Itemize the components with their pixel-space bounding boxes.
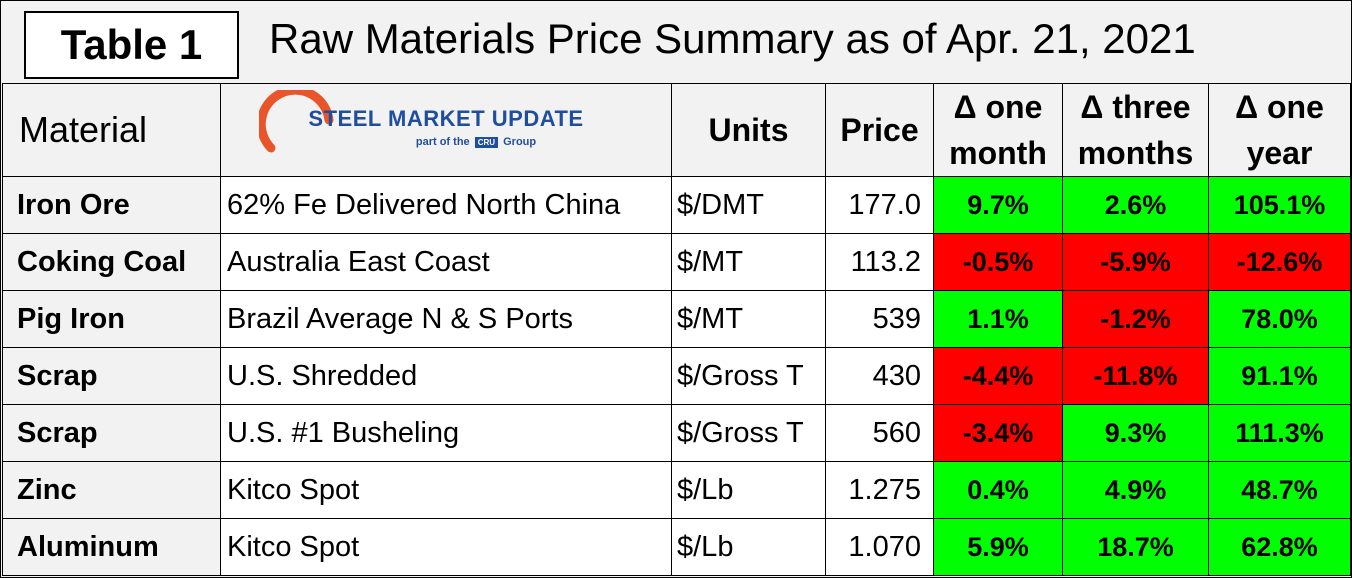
change-three-months-cell: -5.9% [1062,233,1209,291]
change-one-year-cell: 91.1% [1208,347,1351,405]
table-row: Pig Iron Brazil Average N & S Ports $/MT… [2,290,1351,348]
change-one-month-cell: 9.7% [933,176,1063,234]
logo-sub-suffix: Group [503,136,537,148]
units-cell: $/Lb [671,518,826,576]
page-title: Raw Materials Price Summary as of Apr. 2… [269,15,1196,62]
description-cell: Kitco Spot [220,518,672,576]
change-one-year-cell: 78.0% [1208,290,1351,348]
description-cell: U.S. Shredded [220,347,672,405]
table-body: Iron Ore 62% Fe Delivered North China $/… [2,176,1351,576]
logo-text-rest: MARKET UPDATE [388,106,584,131]
units-cell: $/Gross T [671,347,826,405]
material-cell: Zinc [2,461,221,519]
units-cell: $/MT [671,233,826,291]
price-cell: 560 [825,404,934,462]
change-three-months-cell: 9.3% [1062,404,1209,462]
units-cell: $/Gross T [671,404,826,462]
material-cell: Aluminum [2,518,221,576]
table-row: Iron Ore 62% Fe Delivered North China $/… [2,176,1351,234]
logo-text-bold: STEEL [308,106,382,131]
change-one-month-cell: 1.1% [933,290,1063,348]
price-cell: 1.275 [825,461,934,519]
change-one-month-cell: -4.4% [933,347,1063,405]
change-three-months-cell: 2.6% [1062,176,1209,234]
price-cell: 539 [825,290,934,348]
change-one-year-cell: 111.3% [1208,404,1351,462]
description-cell: Kitco Spot [220,461,672,519]
header-three-months: Δ three months [1062,83,1209,177]
units-cell: $/Lb [671,461,826,519]
header-one-year: Δ one year [1208,83,1351,177]
units-cell: $/MT [671,290,826,348]
table-row: Zinc Kitco Spot $/Lb 1.275 0.4% 4.9% 48.… [2,461,1351,519]
cru-badge: CRU [474,137,499,148]
price-cell: 177.0 [825,176,934,234]
material-cell: Scrap [2,404,221,462]
header-material: Material [2,83,221,177]
steel-market-update-logo: STEEL MARKET UPDATE part of the CRU Grou… [222,85,671,176]
table-row: Scrap U.S. Shredded $/Gross T 430 -4.4% … [2,347,1351,405]
description-cell: Brazil Average N & S Ports [220,290,672,348]
change-one-year-cell: 105.1% [1208,176,1351,234]
description-cell: 62% Fe Delivered North China [220,176,672,234]
table-number-label: Table 1 [24,11,239,79]
price-cell: 430 [825,347,934,405]
logo-sub-prefix: part of the [415,136,470,148]
change-one-month-cell: -0.5% [933,233,1063,291]
price-cell: 113.2 [825,233,934,291]
change-three-months-cell: 4.9% [1062,461,1209,519]
price-cell: 1.070 [825,518,934,576]
material-cell: Iron Ore [2,176,221,234]
change-three-months-cell: -1.2% [1062,290,1209,348]
change-one-month-cell: 0.4% [933,461,1063,519]
change-one-year-cell: 62.8% [1208,518,1351,576]
table-row: Aluminum Kitco Spot $/Lb 1.070 5.9% 18.7… [2,518,1351,576]
material-cell: Coking Coal [2,233,221,291]
change-three-months-cell: 18.7% [1062,518,1209,576]
change-one-year-cell: -12.6% [1208,233,1351,291]
change-one-month-cell: 5.9% [933,518,1063,576]
table-row: Scrap U.S. #1 Busheling $/Gross T 560 -3… [2,404,1351,462]
price-summary-table: Material STEEL MARKET UPDATE part of the… [2,83,1351,576]
description-cell: Australia East Coast [220,233,672,291]
material-cell: Pig Iron [2,290,221,348]
change-one-year-cell: 48.7% [1208,461,1351,519]
header-units: Units [671,83,826,177]
logo-arc-icon [259,90,334,153]
header-price: Price [825,83,934,177]
table-row: Coking Coal Australia East Coast $/MT 11… [2,233,1351,291]
material-cell: Scrap [2,347,221,405]
change-one-month-cell: -3.4% [933,404,1063,462]
header-row: Material STEEL MARKET UPDATE part of the… [2,83,1351,177]
logo-cell: STEEL MARKET UPDATE part of the CRU Grou… [220,83,672,177]
header-one-month: Δ one month [933,83,1063,177]
change-three-months-cell: -11.8% [1062,347,1209,405]
description-cell: U.S. #1 Busheling [220,404,672,462]
units-cell: $/DMT [671,176,826,234]
